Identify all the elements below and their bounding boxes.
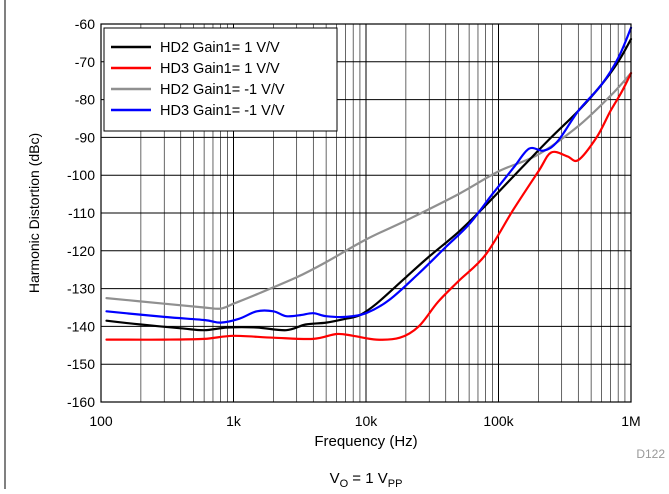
x-tick-label: 100 (89, 413, 113, 429)
series-line-4 (105, 26, 633, 324)
y-tick-label: -80 (75, 92, 95, 108)
figure-id: D122 (636, 447, 665, 461)
series-line-2 (105, 72, 633, 341)
legend-label-3: HD2 Gain1= -1 V/V (160, 82, 285, 98)
series-layer (105, 26, 633, 341)
y-tick-label: -110 (68, 205, 95, 221)
x-tick-labels: 100 1k 10k 100k 1M (89, 413, 640, 429)
x-tick-label: 1k (226, 413, 242, 429)
y-tick-label: -100 (67, 167, 95, 183)
legend-label-1: HD2 Gain1= 1 V/V (160, 40, 280, 56)
y-tick-label: -60 (75, 16, 95, 32)
y-tick-label: -90 (75, 129, 95, 145)
caption-subscript-2: PP (388, 478, 403, 489)
legend: HD2 Gain1= 1 V/V HD3 Gain1= 1 V/V HD2 Gain… (103, 27, 338, 132)
y-tick-label: -160 (67, 394, 95, 410)
series-line-1 (105, 38, 633, 332)
caption-main: V (330, 470, 340, 487)
legend-label-2: HD3 Gain1= 1 V/V (160, 61, 280, 77)
caption-middle: = 1 V (348, 470, 388, 487)
caption-subscript-1: O (340, 478, 349, 489)
plot-border (100, 23, 632, 403)
caption: VO = 1 VPP (330, 470, 403, 489)
y-axis-label: Harmonic Distortion (dBc) (26, 133, 42, 293)
legend-box (103, 27, 338, 132)
y-tick-label: -150 (67, 356, 95, 372)
y-tick-label: -70 (75, 54, 95, 70)
legend-label-4: HD3 Gain1= -1 V/V (160, 103, 285, 119)
y-tick-label: -130 (67, 281, 95, 297)
y-tick-label: -140 (67, 318, 95, 334)
x-tick-label: 1M (621, 413, 640, 429)
x-axis-label: Frequency (Hz) (314, 433, 417, 450)
x-tick-label: 10k (355, 413, 379, 429)
y-tick-label: -120 (67, 243, 95, 259)
y-tick-labels: -60 -70 -80 -90 -100 -110 -120 -130 -140 -150 -160 (67, 16, 95, 410)
x-tick-label: 100k (483, 413, 514, 429)
